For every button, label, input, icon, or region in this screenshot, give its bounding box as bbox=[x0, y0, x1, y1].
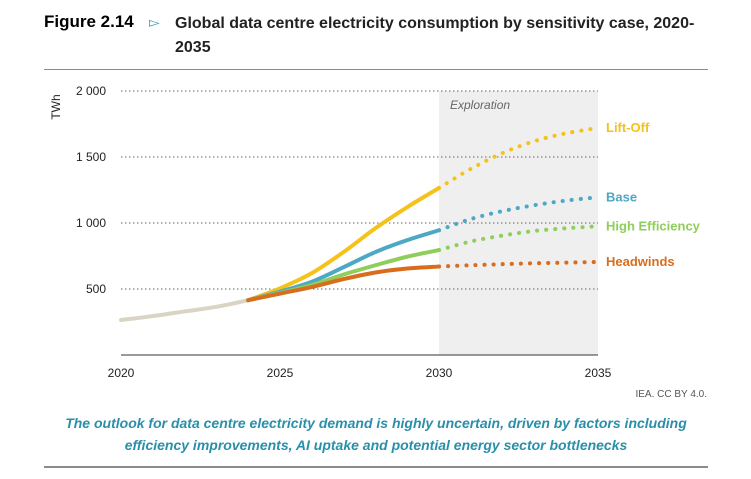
x-tick-label: 2030 bbox=[426, 366, 453, 380]
y-tick-label: 500 bbox=[86, 282, 106, 296]
figure-title: Global data centre electricity consumpti… bbox=[175, 15, 695, 56]
series-labels: Lift-Off Base High Efficiency Headwinds bbox=[606, 120, 701, 269]
exploration-label: Exploration bbox=[450, 98, 510, 112]
series-label-high-efficiency: High Efficiency bbox=[606, 218, 701, 233]
series-projection-high-efficiency bbox=[437, 224, 600, 253]
series-line-lift-off bbox=[246, 186, 441, 303]
y-tick-labels: 500 1 000 1 500 2 000 bbox=[76, 84, 106, 296]
figure-caption: The outlook for data centre electricity … bbox=[65, 415, 687, 453]
series-projection-headwinds bbox=[437, 259, 600, 269]
series-label-headwinds: Headwinds bbox=[606, 254, 675, 269]
series-projection-lift-off bbox=[437, 125, 600, 191]
historical-line bbox=[119, 298, 251, 323]
y-tick-label: 2 000 bbox=[76, 84, 106, 98]
figure-label: Figure 2.14 bbox=[44, 12, 134, 31]
y-gridlines bbox=[121, 90, 598, 290]
x-tick-labels: 2020 2025 2030 2035 bbox=[108, 366, 612, 380]
credit-text: IEA. CC BY 4.0. bbox=[635, 389, 707, 400]
x-tick-label: 2035 bbox=[585, 366, 612, 380]
x-tick-label: 2025 bbox=[267, 366, 294, 380]
y-axis-label: TWh bbox=[49, 94, 63, 119]
series-lines bbox=[119, 125, 600, 323]
y-tick-label: 1 500 bbox=[76, 150, 106, 164]
top-divider bbox=[44, 69, 708, 70]
series-label-lift-off: Lift-Off bbox=[606, 120, 650, 135]
series-projection-base bbox=[437, 195, 600, 233]
x-tick-label: 2020 bbox=[108, 366, 135, 380]
series-line-headwinds bbox=[246, 264, 441, 303]
y-tick-label: 1 000 bbox=[76, 216, 106, 230]
triangle-right-outline-icon: ▻ bbox=[149, 14, 160, 30]
series-label-base: Base bbox=[606, 189, 637, 204]
bottom-divider bbox=[44, 466, 708, 468]
